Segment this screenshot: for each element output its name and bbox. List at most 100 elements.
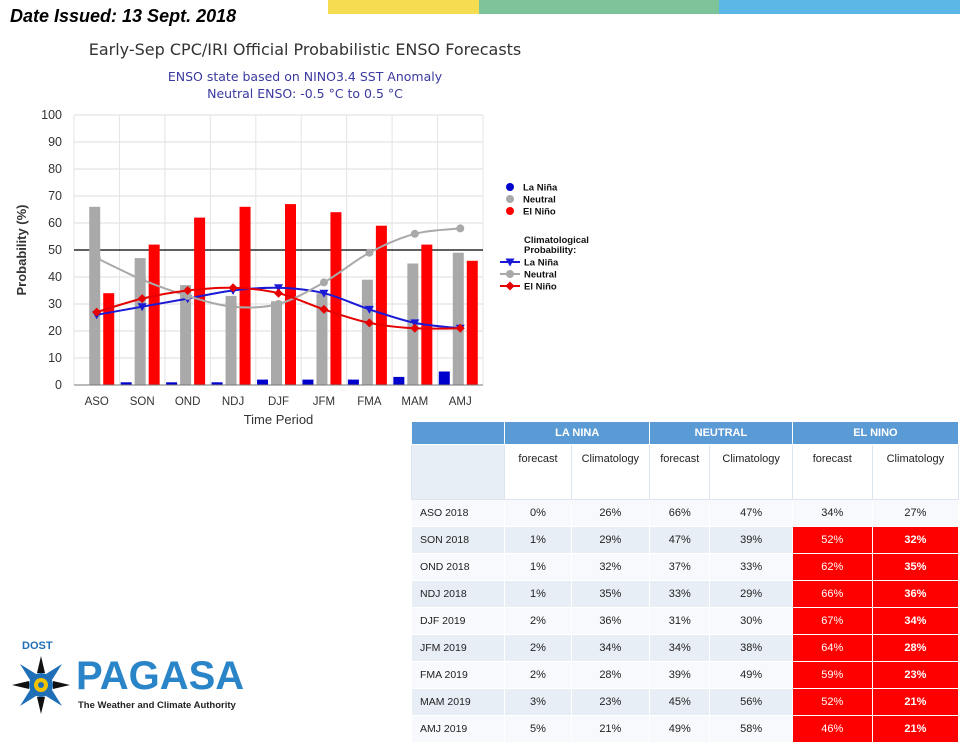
dost-label: DOST [22,640,53,652]
band-yellow [328,0,479,14]
legend-clim-label-0: La Niña [524,258,559,269]
table-cell-period: DJF 2019 [410,607,506,635]
climatology-point-2-FMA [364,318,374,328]
climatology-point-1-SON [138,275,147,284]
table-cell: 62% [791,553,873,581]
table-cell-period: SON 2018 [410,526,506,554]
table-cell: 34% [871,607,960,635]
x-tick-label-OND: OND [175,396,201,408]
bar-1-FMA [361,279,373,385]
climatology-point-2-OND [183,286,193,295]
pagasa-wordmark: PAGASA [76,654,245,698]
table-cell: 29% [570,526,651,554]
chart-subtitle-line-2: Neutral ENSO: -0.5 °C to 0.5 °C [207,86,403,101]
pagasa-tagline: The Weather and Climate Authority [78,700,236,711]
y-tick-label-0: 0 [55,378,62,392]
table-cell: 49% [709,661,793,689]
enso-probability-chart: 0 10 20 30 40 50 60 70 80 90 100 ASO SON OND NDJ DJF JFM… [14,108,589,427]
y-tick-label-90: 90 [48,135,62,149]
bar-2-NDJ [239,206,251,385]
legend-clim-marker-0 [505,258,515,267]
table-cell: 45% [649,688,711,716]
legend-clim-label-2: El Niño [524,282,557,293]
x-axis-label: Time Period [244,412,314,427]
climatology-point-0-JFM [319,289,329,298]
table-cell: 28% [871,634,960,662]
climatology-point-0-SON [137,303,147,312]
y-tick-label-100: 100 [41,108,62,122]
table-row: NDJ 2018 1% 35% 33% 29% 66% 36% [410,580,960,608]
table-cell: 31% [649,607,711,635]
y-tick-label-40: 40 [48,270,62,284]
table-cell: 52% [791,526,873,554]
bar-2-AMJ [466,260,478,385]
climatology-point-0-FMA [364,305,374,314]
legend-label-0: La Niña [523,183,558,194]
table-row: FMA 2019 2% 28% 39% 49% 59% 23% [410,661,960,689]
table-cell-period: NDJ 2018 [410,580,506,608]
chart-subtitle-line-1: ENSO state based on NINO3.4 SST Anomaly [167,69,443,84]
climatology-point-2-ASO [92,307,102,317]
bar-2-DJF [285,204,296,385]
table-cell: 36% [871,580,960,608]
table-cell: 29% [709,580,793,608]
table-cell: 34% [649,634,711,662]
table-cell: 33% [649,580,711,608]
legend-label-1: Neutral [523,195,556,206]
table-cell: 21% [871,688,960,716]
x-tick-label-MAM: MAM [401,396,428,408]
table-row: SON 2018 1% 29% 47% 39% 52% 32% [410,526,960,554]
subheader-neutral-forecast: forecast [649,444,711,500]
climatology-point-1-ASO [92,254,101,263]
legend-climatology-title-0: Climatological [524,235,589,246]
climatology-point-2-AMJ [455,323,465,333]
table-cell: 34% [791,499,873,527]
table-group-el-nino: EL NINO [791,421,960,445]
table-cell: 1% [504,526,572,554]
bar-1-SON [134,258,146,385]
table-cell-period: FMA 2019 [410,661,506,689]
bar-0-AMJ [438,371,450,385]
table-row: OND 2018 1% 32% 37% 33% 62% 35% [410,553,960,581]
table-row: ASO 2018 0% 26% 66% 47% 34% 27% [410,499,960,527]
enso-table: LA NINA NEUTRAL EL NINO forecast Climato… [410,421,960,743]
climatology-point-1-MAM [410,229,419,238]
x-tick-label-DJF: DJF [268,396,289,408]
legend-marker-0 [506,183,514,191]
climatology-point-2-JFM [319,304,329,314]
legend-clim-marker-2 [505,281,515,291]
table-cell: 27% [871,499,960,527]
table-cell: 35% [871,553,960,581]
y-tick-label-80: 80 [48,162,62,176]
bar-0-DJF [257,379,268,385]
table-cell: 28% [570,661,651,689]
table-body: ASO 2018 0% 26% 66% 47% 34% 27% SON 2018 1% 29% 47… [410,499,960,743]
legend-clim-marker-1 [506,270,514,278]
table-cell: 2% [504,607,572,635]
bar-0-MAM [393,376,405,385]
table-row: DJF 2019 2% 36% 31% 30% 67% 34% [410,607,960,635]
subheader-el-nino-forecast: forecast [791,444,873,500]
bar-1-ASO [89,206,101,385]
y-tick-label-50: 50 [48,243,62,257]
climatology-point-2-NDJ [228,283,238,293]
table-cell: 35% [570,580,651,608]
pagasa-emblem-icon [12,656,70,714]
table-cell: 26% [570,499,651,527]
subheader-neutral-climatology: Climatology [709,444,793,500]
bar-1-DJF [271,301,282,385]
legend-climatology-title-1: Probability: [524,245,576,256]
y-tick-label-70: 70 [48,189,62,203]
table-row: MAM 2019 3% 23% 45% 56% 52% 21% [410,688,960,716]
chart-title: Early-Sep CPC/IRI Official Probabilistic… [88,40,522,59]
table-cell: 64% [791,634,873,662]
table-cell: 39% [709,526,793,554]
x-tick-label-JFM: JFM [313,396,335,408]
table-cell: 23% [871,661,960,689]
table-cell: 32% [871,526,960,554]
climatology-point-0-MAM [410,319,420,328]
table-cell: 3% [504,688,572,716]
table-cell: 47% [649,526,711,554]
table-cell: 1% [504,553,572,581]
bar-1-OND [180,285,192,385]
